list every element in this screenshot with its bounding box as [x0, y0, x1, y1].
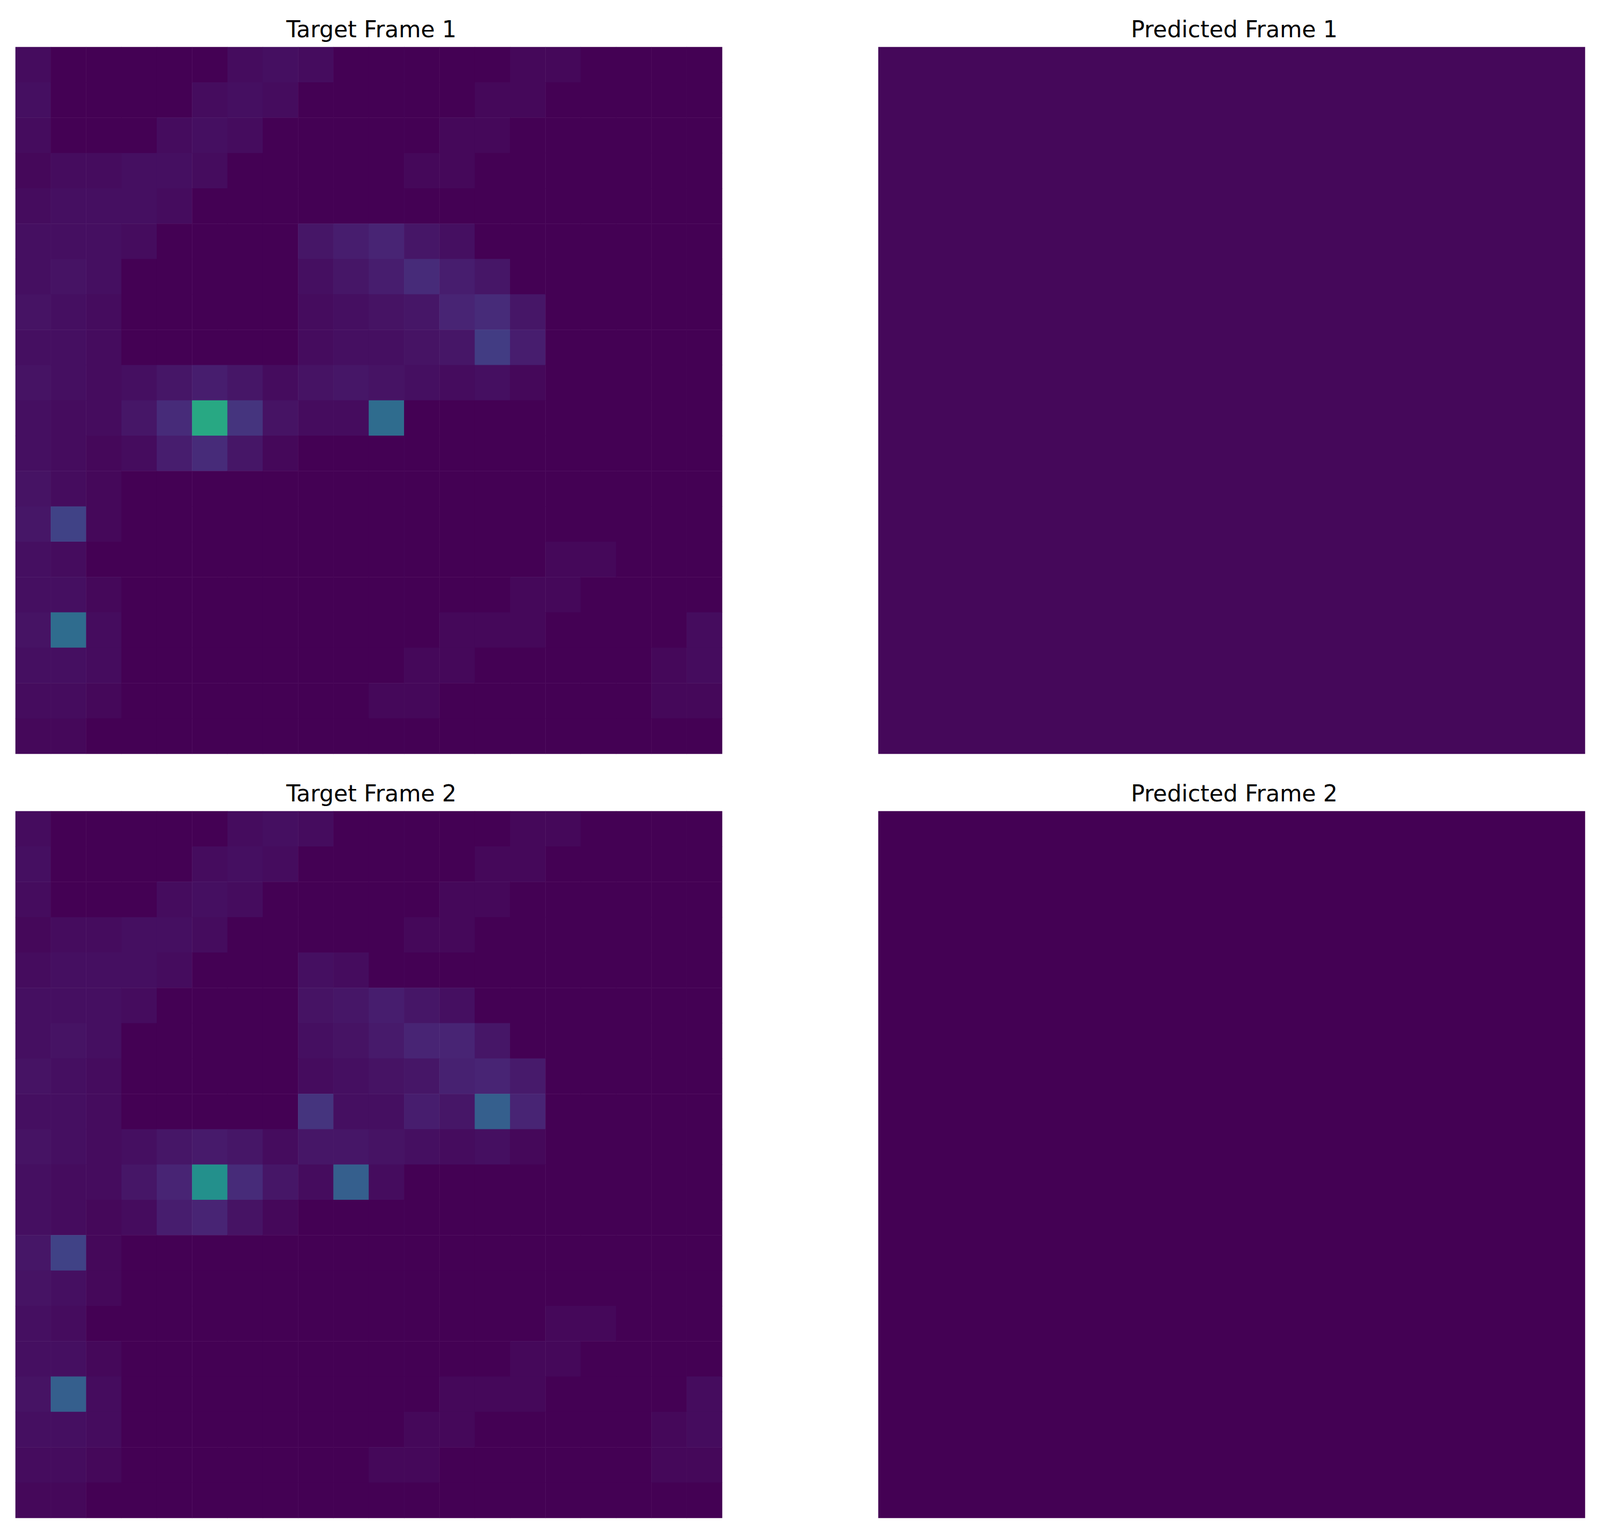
svg-text:Predicted Frame 1: Predicted Frame 1	[1130, 16, 1338, 43]
svg-text:Predicted Frame 2: Predicted Frame 2	[1130, 780, 1338, 807]
svg-text:Target Frame 1: Target Frame 1	[285, 16, 457, 43]
svg-text:Target Frame 2: Target Frame 2	[285, 780, 457, 807]
